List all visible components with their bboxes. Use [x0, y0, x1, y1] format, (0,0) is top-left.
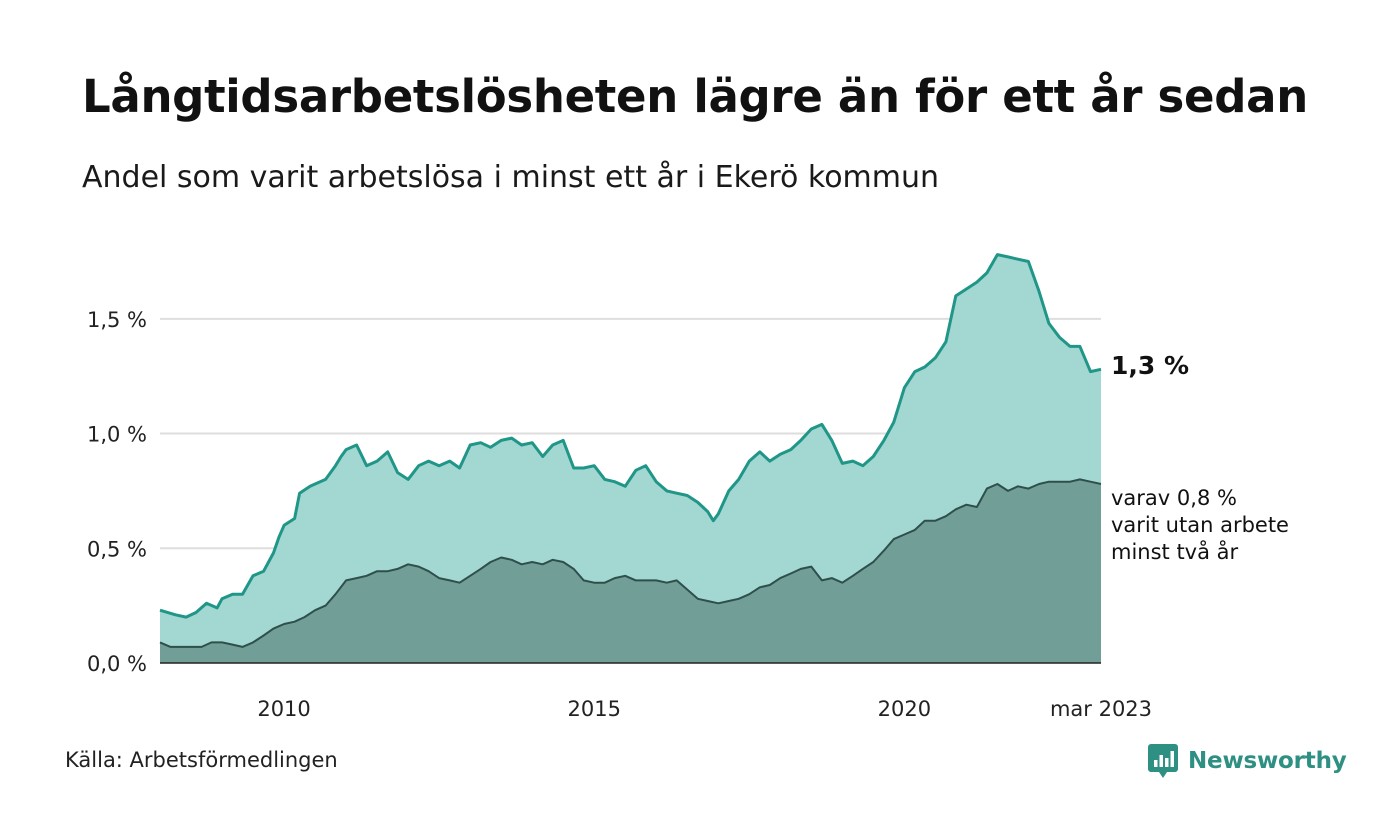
series-lines	[159, 253, 1102, 648]
y-tick-label: 1,0 %	[87, 423, 147, 447]
x-tick-label: mar 2023	[1050, 697, 1152, 721]
series-total-line	[159, 253, 1102, 619]
y-tick-label: 0,0 %	[87, 652, 147, 676]
x-tick-label: 2010	[257, 697, 310, 721]
series-twoyear-line	[159, 478, 1102, 648]
x-tick-label: 2015	[567, 697, 620, 721]
brand-name: Newsworthy	[1188, 748, 1347, 774]
y-tick-label: 0,5 %	[87, 537, 147, 561]
series-areas	[160, 254, 1101, 663]
chart-title: Långtidsarbetslösheten lägre än för ett …	[82, 70, 1308, 123]
chart-subtitle: Andel som varit arbetslösa i minst ett å…	[82, 160, 940, 195]
x-tick-label: 2020	[878, 697, 931, 721]
end-label-twoyear: varit utan arbete	[1111, 513, 1289, 537]
axes: 0,0 % 0,5 % 1,0 % 1,5 % 2010 2015 2020 mar 2023	[87, 308, 1152, 721]
source-credit: Källa: Arbetsförmedlingen	[65, 748, 338, 772]
series-twoyear-area	[160, 479, 1101, 663]
newsworthy-logo-icon	[1148, 744, 1178, 778]
series-total-area	[160, 254, 1101, 663]
end-label-twoyear: varav 0,8 %	[1111, 486, 1237, 510]
brand-logo: Newsworthy	[1148, 744, 1347, 778]
end-label-total: 1,3 %	[1111, 351, 1189, 380]
end-label-twoyear: minst två år	[1111, 539, 1239, 564]
y-tick-label: 1,5 %	[87, 308, 147, 332]
